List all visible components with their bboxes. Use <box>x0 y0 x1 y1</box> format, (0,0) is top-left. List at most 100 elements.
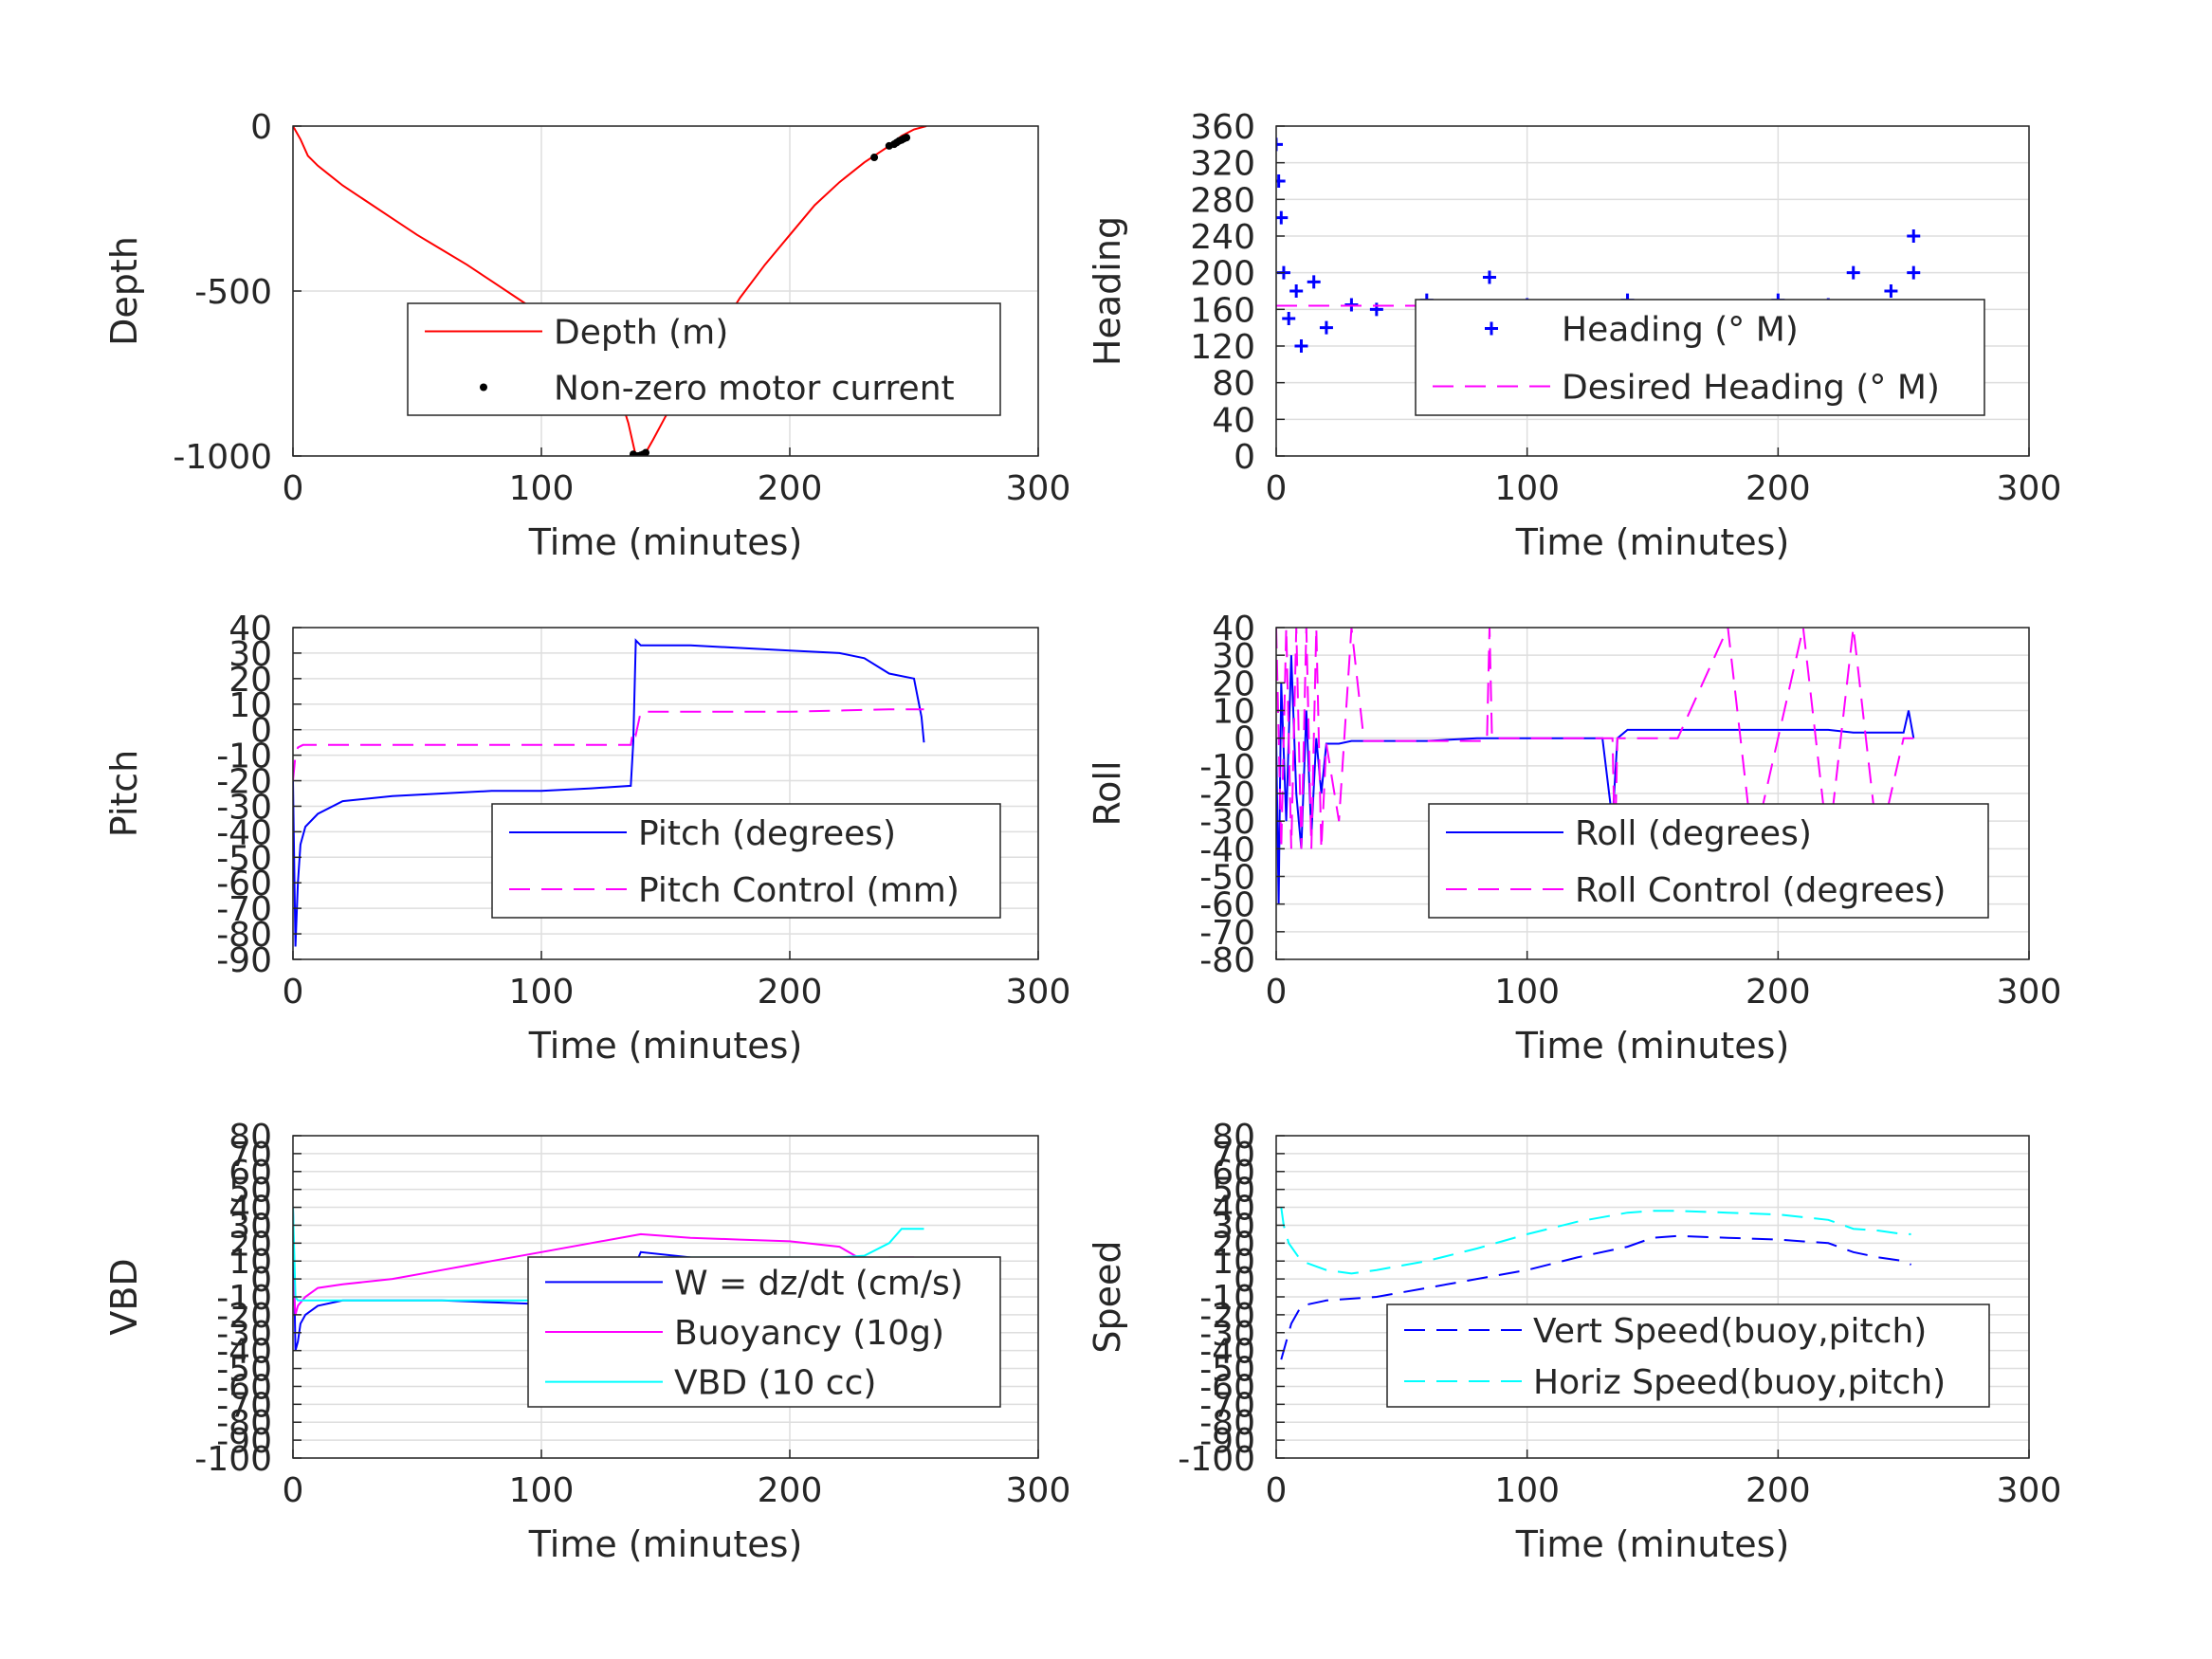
pitch-ytick-label-4: -50 <box>216 839 272 878</box>
pitch-series-0-line <box>293 638 925 947</box>
vbd-xtick-label-1: 100 <box>509 1471 575 1510</box>
depth-plot-area <box>293 126 927 456</box>
roll-ytick-label-10: 20 <box>1212 665 1255 703</box>
heading-ytick-label-3: 120 <box>1190 328 1255 367</box>
speed-xtick-label-2: 200 <box>1746 1471 1811 1510</box>
pitch-legend-box <box>491 803 1001 919</box>
heading-series-0-point-6 <box>1294 339 1308 353</box>
speed-ytick-overlap-label-11: 20 <box>1212 1225 1255 1264</box>
pitch-xtick-label-0: 0 <box>283 973 304 1012</box>
vbd-xtick-label-0: 0 <box>283 1471 304 1510</box>
heading-ytick-label-1: 40 <box>1212 401 1255 440</box>
vbd-ytick-overlap-label-0: -90 <box>216 1422 272 1461</box>
heading-series-0-point-21 <box>1846 265 1860 280</box>
depth-xtick-label-1: 100 <box>509 469 575 508</box>
roll-ytick-label-11: 30 <box>1212 637 1255 676</box>
vbd-ytick-overlap-label-2: -70 <box>216 1386 272 1425</box>
roll-xtick-label-0: 0 <box>1266 973 1288 1012</box>
speed-ytick-overlap-label-13: 40 <box>1212 1190 1255 1229</box>
depth-legend-label-1: Non-zero motor current <box>554 370 955 409</box>
vbd-ytick-overlap-label-6: -30 <box>216 1315 272 1354</box>
heading-series-0-point-23 <box>1884 284 1898 298</box>
vbd-xlabel: Time (minutes) <box>528 1523 803 1565</box>
pitch-ytick-label-3: -60 <box>216 865 272 903</box>
heading-ytick-label-4: 160 <box>1190 291 1255 330</box>
speed-ytick-overlap-label-7: -20 <box>1199 1297 1255 1336</box>
heading-series-0-point-5 <box>1289 284 1304 298</box>
speed-xtick-label-3: 300 <box>1997 1471 2062 1510</box>
speed-series-1-line <box>1280 1207 1911 1275</box>
depth-ylabel: Depth <box>103 236 145 346</box>
speed-ytick-overlap-label-6: -30 <box>1199 1315 1255 1354</box>
roll-legend-label-0: Roll (degrees) <box>1575 814 1812 853</box>
depth-legend-label-0: Depth (m) <box>554 314 728 353</box>
depth-xtick-label-3: 300 <box>1006 469 1071 508</box>
pitch-ytick-label-13: 40 <box>229 610 272 648</box>
heading-series-0-point-10 <box>1369 302 1383 317</box>
pitch-xtick-label-2: 200 <box>758 973 823 1012</box>
vbd-ytick-overlap-label-3: -60 <box>216 1368 272 1407</box>
speed-ytick-overlap-label-3: -60 <box>1199 1368 1255 1407</box>
pitch-ytick-label-10: 10 <box>229 686 272 725</box>
vbd-legend-label-2: VBD (10 cc) <box>674 1364 876 1403</box>
pitch-chart: 0 100 200 300-90-80-70-60-50-40-30-20-10010… <box>103 610 1070 1066</box>
heading-legend-label-1: Desired Heading (° M) <box>1562 369 1940 408</box>
heading-ytick-label-5: 200 <box>1190 255 1255 294</box>
vbd-ytick-overlap-label-15: 60 <box>229 1154 272 1193</box>
vbd-legend: W = dz/dt (cm/s) Buoyancy (10g) VBD (10 cc… <box>527 1256 1001 1408</box>
depth-ytick-label-1: -500 <box>194 273 272 312</box>
pitch-ytick-label-0: -90 <box>216 941 272 980</box>
speed-ytick-label-0: -100 <box>1178 1440 1255 1479</box>
roll-legend-box <box>1428 803 1989 919</box>
pitch-ytick-label-5: -40 <box>216 813 272 852</box>
vbd-ytick-overlap-label-1: -80 <box>216 1404 272 1443</box>
vbd-chart: 0 100 200 300-10080-90-80-70-60-50-40-30-20… <box>103 1118 1070 1565</box>
vbd-ytick-overlap-label-5: -40 <box>216 1333 272 1372</box>
speed-ytick-overlap-label-5: -40 <box>1199 1333 1255 1372</box>
roll-series-0-line <box>1276 655 1915 904</box>
vbd-legend-label-0: W = dz/dt (cm/s) <box>674 1264 963 1303</box>
heading-xtick-label-1: 100 <box>1494 469 1560 508</box>
speed-legend: Vert Speed(buoy,pitch) Horiz Speed(buoy,p… <box>1386 1304 1990 1408</box>
pitch-ylabel: Pitch <box>103 750 145 838</box>
speed-ytick-overlap-label-12: 30 <box>1212 1207 1255 1246</box>
speed-ytick-overlap-label-16: 70 <box>1212 1136 1255 1175</box>
pitch-xtick-label-3: 300 <box>1006 973 1071 1012</box>
speed-xtick-label-1: 100 <box>1494 1471 1560 1510</box>
heading-ytick-label-2: 80 <box>1212 365 1255 404</box>
vbd-ylabel: VBD <box>103 1258 145 1335</box>
heading-ytick-label-8: 320 <box>1190 145 1255 184</box>
pitch-ytick-label-8: -10 <box>216 738 272 776</box>
depth-legend-swatch-1 <box>480 383 487 392</box>
speed-ytick-overlap-label-15: 60 <box>1212 1154 1255 1193</box>
pitch-ytick-label-7: -20 <box>216 763 272 802</box>
pitch-plot-area <box>293 638 925 947</box>
pitch-ytick-label-12: 30 <box>229 635 272 674</box>
pitch-legend-label-1: Pitch Control (mm) <box>638 871 960 910</box>
vbd-ytick-overlap-label-10: 10 <box>229 1243 272 1282</box>
vbd-ytick-overlap-label-9: 0 <box>250 1261 272 1300</box>
speed-ytick-overlap-label-1: -80 <box>1199 1404 1255 1443</box>
speed-ytick-overlap-label-14: 50 <box>1212 1172 1255 1211</box>
pitch-ytick-label-1: -80 <box>216 916 272 955</box>
roll-ytick-label-6: -20 <box>1199 775 1255 814</box>
heading-series-0-point-8 <box>1319 320 1333 335</box>
heading-ytick-label-7: 280 <box>1190 181 1255 220</box>
roll-ytick-label-1: -70 <box>1199 914 1255 953</box>
speed-xtick-label-0: 0 <box>1266 1471 1288 1510</box>
roll-legend-label-1: Roll Control (degrees) <box>1575 871 1946 910</box>
speed-ytick-label-1: 80 <box>1212 1118 1255 1157</box>
roll-xtick-label-1: 100 <box>1494 973 1560 1012</box>
roll-ytick-label-9: 10 <box>1212 693 1255 732</box>
heading-series-0-point-13 <box>1482 270 1496 284</box>
speed-chart: 0 100 200 300-10080-90-80-70-60-50-40-30-20… <box>1087 1118 2061 1565</box>
depth-xtick-label-2: 200 <box>758 469 823 508</box>
depth-series-0-line <box>293 126 927 456</box>
heading-series-0-point-0 <box>1276 137 1283 152</box>
vbd-ytick-overlap-label-16: 70 <box>229 1136 272 1175</box>
depth-legend-box <box>407 302 1001 416</box>
roll-ytick-label-4: -40 <box>1199 830 1255 869</box>
depth-series-1-point-6 <box>870 154 879 162</box>
vbd-legend-label-1: Buoyancy (10g) <box>674 1314 944 1353</box>
pitch-legend: Pitch (degrees) Pitch Control (mm) <box>491 803 1001 919</box>
